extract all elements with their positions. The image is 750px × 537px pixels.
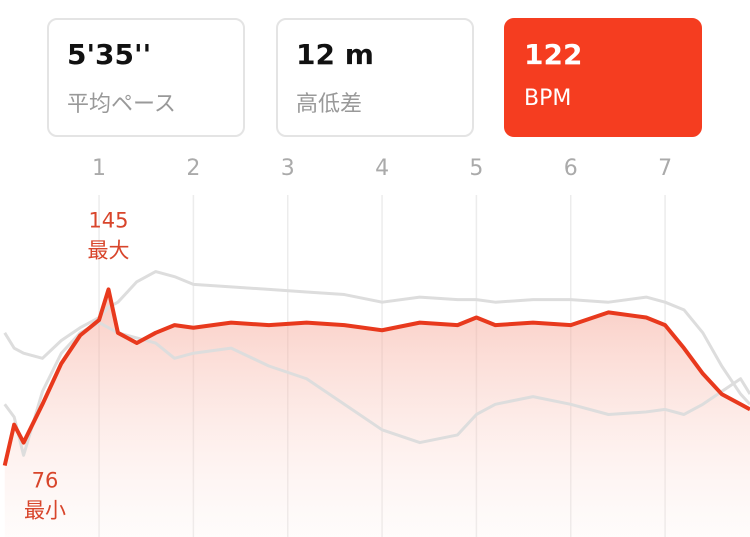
summary-card[interactable]: 12 m 高低差	[276, 18, 474, 137]
x-tick-label: 1	[92, 156, 106, 181]
heart-rate-line	[2, 287, 750, 466]
summary-card[interactable]: 122 BPM	[504, 18, 702, 137]
summary-label: 高低差	[296, 92, 363, 117]
summary-label: BPM	[524, 86, 572, 111]
x-tick-label: 2	[186, 156, 200, 181]
annotation-value: 145	[88, 208, 128, 232]
annotation-label: 最大	[87, 238, 129, 262]
x-tick-label: 5	[469, 156, 483, 181]
x-tick-label: 4	[375, 156, 389, 181]
summary-card[interactable]: 5'35'' 平均ペース	[47, 18, 245, 137]
annotation-value: 76	[32, 469, 59, 493]
x-tick-label: 6	[564, 156, 578, 181]
annotation-label: 最小	[24, 499, 66, 523]
summary-label: 平均ペース	[67, 92, 176, 117]
summary-value: 12 m	[296, 38, 374, 71]
secondary-line	[3, 270, 750, 406]
summary-value: 5'35''	[67, 38, 152, 71]
x-tick-label: 3	[281, 156, 295, 181]
x-tick-label: 7	[658, 156, 672, 181]
area	[4, 289, 750, 537]
summary-value: 122	[524, 38, 583, 71]
